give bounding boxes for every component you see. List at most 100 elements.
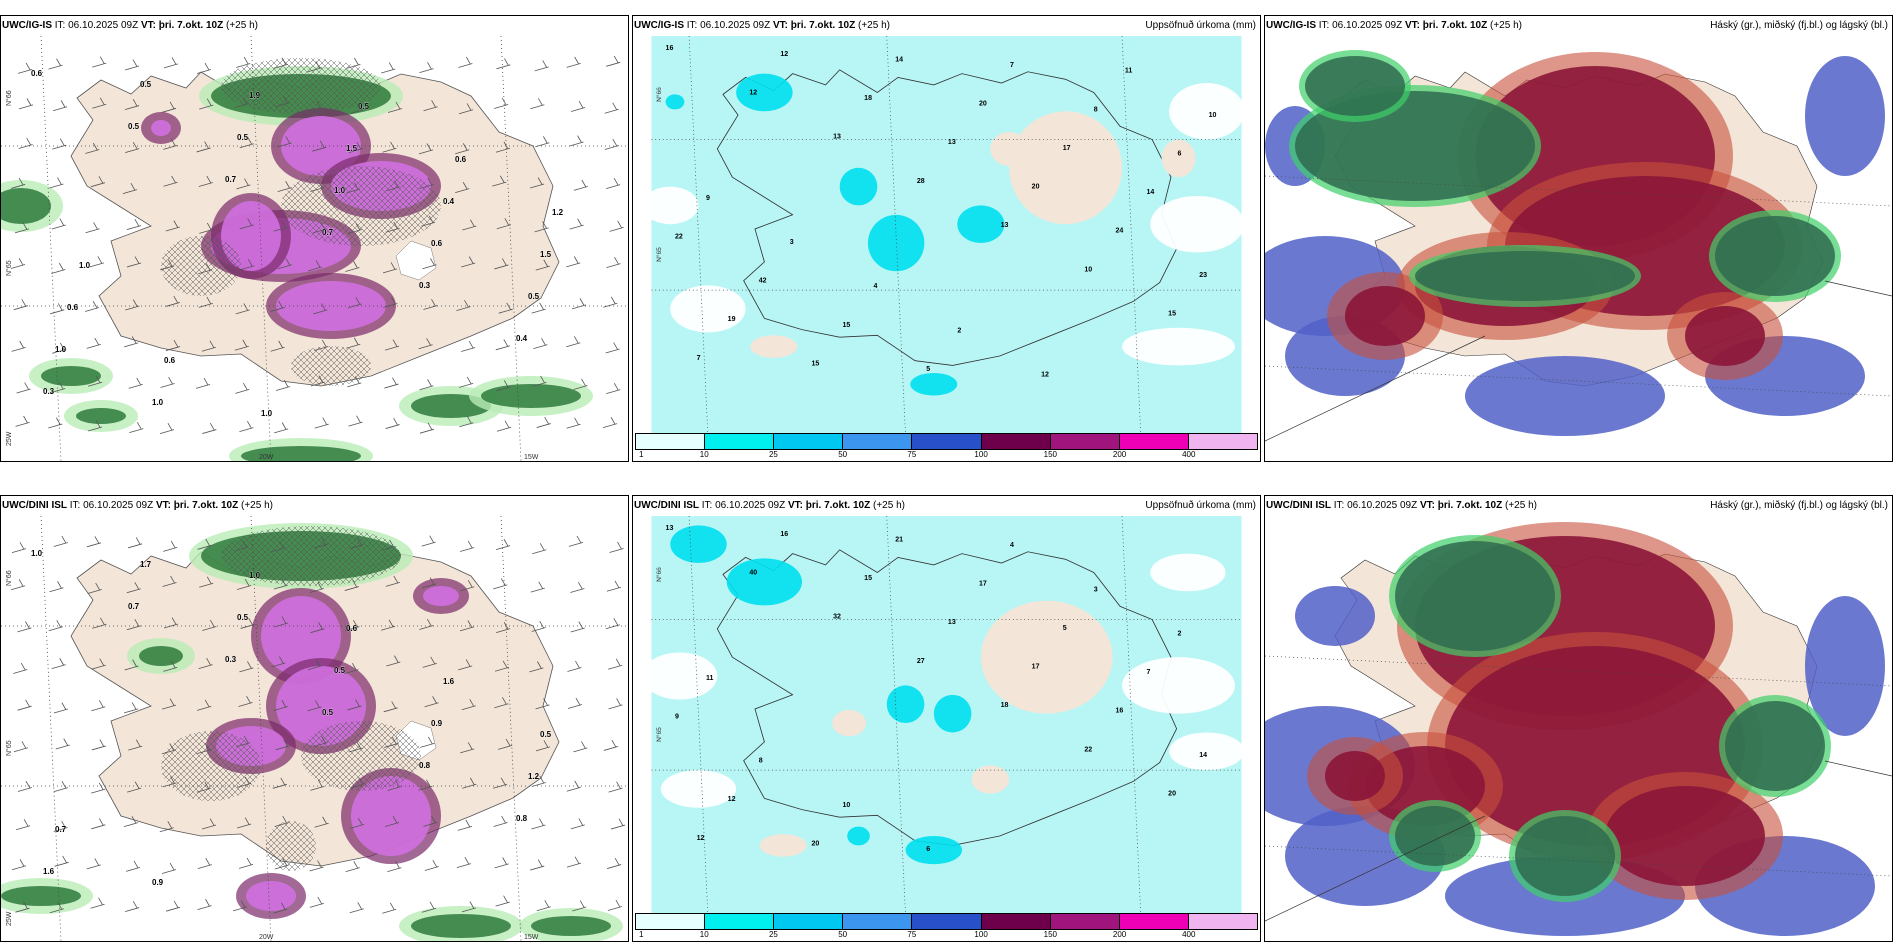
colorbar-tick-label: 200 — [1112, 930, 1127, 939]
precip-value-label: 20 — [1168, 791, 1176, 798]
wind-barb — [383, 296, 398, 308]
precip-value-label: 16 — [1115, 708, 1123, 715]
wind-barb — [456, 857, 471, 868]
wind-barb — [197, 699, 212, 711]
wind-barb — [52, 100, 68, 112]
no-precip-area — [642, 652, 718, 700]
wind-barb — [606, 580, 622, 592]
precip-value-label: 16 — [780, 531, 788, 538]
panel-header: UWC/IG-IS IT: 06.10.2025 09Z VT: þri. 7.… — [1266, 20, 1522, 31]
wind-barb — [495, 339, 510, 351]
wind-barb — [91, 700, 106, 712]
precip-heavy — [423, 586, 459, 606]
precip-value-label: 10 — [1084, 266, 1092, 273]
precip-value-label: 12 — [697, 835, 705, 842]
graticule: N°66 N°65 25W 20W 15W — [1, 36, 628, 461]
wind-barb — [232, 900, 248, 912]
colorbar-swatch — [843, 434, 913, 449]
colorbar-swatch — [912, 914, 982, 929]
precip-heavy — [276, 281, 386, 331]
wind-barb — [380, 619, 396, 631]
projection-line — [1265, 335, 1486, 442]
wind-barb — [277, 181, 292, 193]
wind-barb — [494, 857, 509, 869]
grid-label: N°65 — [5, 260, 13, 276]
no-precip-area — [1150, 553, 1226, 592]
wind-barb — [273, 220, 288, 232]
cloud-cover-map — [1265, 516, 1892, 941]
wind-barb — [163, 138, 178, 150]
colorbar-ticks: 1 10 25 50 75 100 150 200 400 — [635, 930, 1258, 939]
wind-barb — [382, 262, 398, 274]
precip-value-label: 1.0 — [55, 345, 67, 354]
wind-barb — [309, 896, 324, 908]
precip-value-label: 0.7 — [225, 175, 237, 184]
wind-barb — [419, 62, 434, 74]
wind-barb — [86, 858, 101, 870]
wind-barb — [239, 421, 254, 432]
precip-value-label: 17 — [1032, 663, 1040, 670]
colorbar-tick-label: 25 — [768, 450, 778, 459]
precip-value-label: 0.5 — [334, 666, 346, 675]
low-cloud — [1805, 596, 1885, 736]
precip-value-label: 5 — [926, 366, 930, 373]
wind-barb — [277, 258, 292, 270]
wind-barb — [165, 900, 181, 912]
wind-barb — [234, 96, 249, 108]
wind-barb — [384, 815, 400, 827]
panel-row2-wind: UWC/DINI ISL IT: 06.10.2025 09Z VT: þri.… — [0, 495, 629, 942]
wind-barb — [424, 696, 439, 708]
colorbar: 1 10 25 50 75 100 150 200 400 — [635, 433, 1258, 459]
high-cloud — [1395, 806, 1475, 866]
wind-barb — [53, 781, 69, 792]
wind-barb — [307, 260, 323, 272]
grid-label: 15W — [524, 934, 539, 941]
precip-value-label: 1.0 — [79, 261, 91, 270]
wind-barb — [239, 218, 254, 230]
hatch-area — [161, 236, 241, 296]
latitude-line — [1265, 175, 1892, 207]
precip-value-label: 19 — [728, 316, 736, 323]
wind-barb — [196, 742, 212, 754]
longitude-line — [688, 36, 709, 436]
longitude-line — [40, 36, 62, 461]
precip-value-label: 6 — [1178, 151, 1182, 158]
wind-barb — [236, 736, 251, 748]
precip-moderate — [886, 685, 925, 724]
precip-value-label: 0.5 — [237, 613, 249, 622]
wind-barb — [457, 819, 472, 831]
wind-barb — [86, 536, 102, 548]
precip-value-label: 0.5 — [128, 122, 140, 131]
precip-dark — [76, 408, 126, 424]
longitude-line — [688, 516, 709, 916]
colorbar-tick-label: 1 — [638, 930, 644, 939]
wind-barb — [310, 622, 325, 634]
precip-value-label: 0.5 — [237, 133, 249, 142]
high-cloud — [1305, 56, 1405, 116]
colorbar-swatch — [705, 434, 775, 449]
wind-barb — [14, 222, 30, 234]
colorbar-tick-label: 1 — [638, 450, 644, 459]
colorbar-tick-label: 200 — [1112, 450, 1127, 459]
wind-barb — [312, 140, 327, 152]
precip-value-label: 4 — [1010, 542, 1014, 549]
precip-dark — [139, 646, 183, 666]
precip-value-label: 0.3 — [43, 387, 55, 396]
wind-barb — [495, 539, 511, 551]
wind-barb — [270, 300, 285, 312]
wind-barb — [274, 422, 289, 434]
wind-barb — [165, 339, 181, 351]
wind-barb — [11, 859, 27, 871]
wind-barb — [350, 817, 365, 829]
wind-barb — [50, 303, 65, 315]
wind-barb — [459, 376, 474, 388]
wind-barb — [495, 895, 510, 907]
wind-barb — [273, 699, 288, 711]
wind-barb — [567, 660, 582, 672]
wind-barb — [606, 257, 621, 268]
precip-value-label: 10 — [843, 802, 851, 809]
wind-barb — [345, 860, 360, 872]
wind-barb — [160, 376, 175, 388]
coastline — [716, 69, 1178, 366]
wind-barb — [307, 61, 322, 73]
